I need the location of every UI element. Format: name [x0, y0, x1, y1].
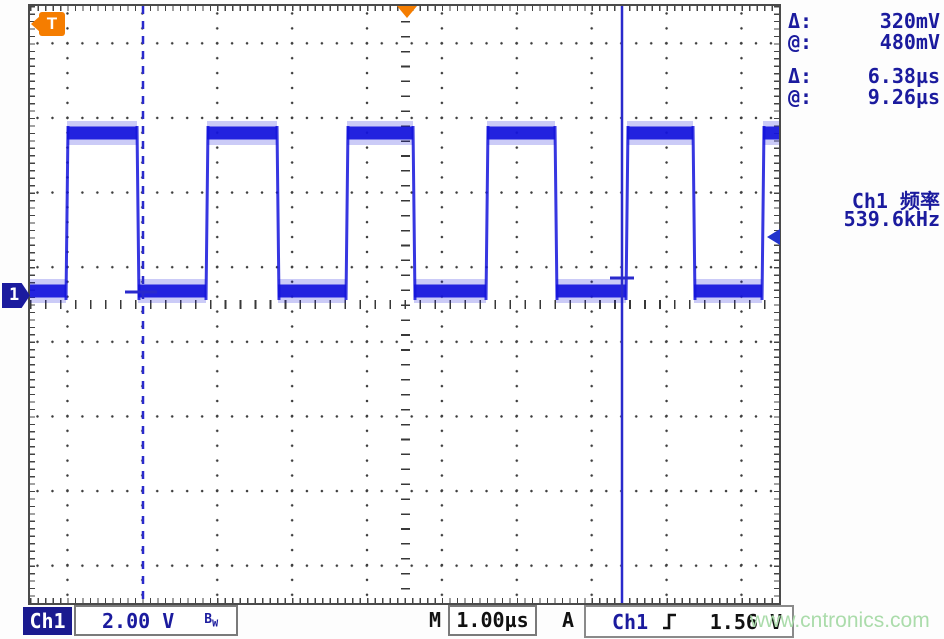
channel1-badge: Ch1 [23, 607, 72, 635]
ch1-frequency-label: Ch1 频率 [851, 189, 940, 213]
trigger-level-value: 1.56 V [709, 609, 782, 634]
cursor-delta-voltage: Δ: 320mV [788, 9, 940, 33]
vertical-scale-box: 2.00 V BW [74, 605, 238, 636]
trigger-position-marker-icon[interactable] [397, 6, 417, 18]
auto-trigger-label: A [562, 608, 575, 632]
ch1-frequency-value: 539.6kHz [843, 207, 940, 231]
delta-voltage-value: 320mV [879, 9, 940, 33]
trigger-flag-arrow-icon [31, 16, 40, 32]
at-symbol: @: [788, 85, 813, 109]
main-timebase-label: M [429, 608, 442, 632]
cursor-delta-time: Δ: 6.38µs [788, 64, 940, 88]
graticule [28, 4, 781, 605]
watermark: www.cntronics.com [750, 609, 930, 632]
cursor-at-voltage: @: 480mV [788, 30, 940, 54]
delta-symbol: Δ: [788, 64, 813, 88]
bandwidth-limit-icon: BW [204, 611, 219, 630]
delta-time-value: 6.38µs [867, 64, 940, 88]
waveform-plot [30, 6, 779, 603]
volts-per-div: 2.00 V [102, 608, 175, 633]
trigger-level-arrow-icon[interactable] [767, 229, 780, 245]
at-time-value: 9.26µs [867, 85, 940, 109]
trigger-flag-label: T [39, 12, 65, 36]
channel1-ground-marker[interactable]: 1 [2, 283, 30, 308]
trigger-flag: T [31, 12, 67, 36]
trigger-source: Ch1 [612, 609, 649, 634]
at-voltage-value: 480mV [879, 30, 940, 54]
trigger-status-box: Ch1 1.56 V [584, 605, 794, 638]
delta-symbol: Δ: [788, 9, 813, 33]
cursor-at-time: @: 9.26µs [788, 85, 940, 109]
rising-edge-trigger-icon [663, 613, 677, 630]
center-vertical-axis [401, 6, 410, 603]
at-symbol: @: [788, 30, 813, 54]
time-per-div: 1.00µs [448, 605, 537, 636]
